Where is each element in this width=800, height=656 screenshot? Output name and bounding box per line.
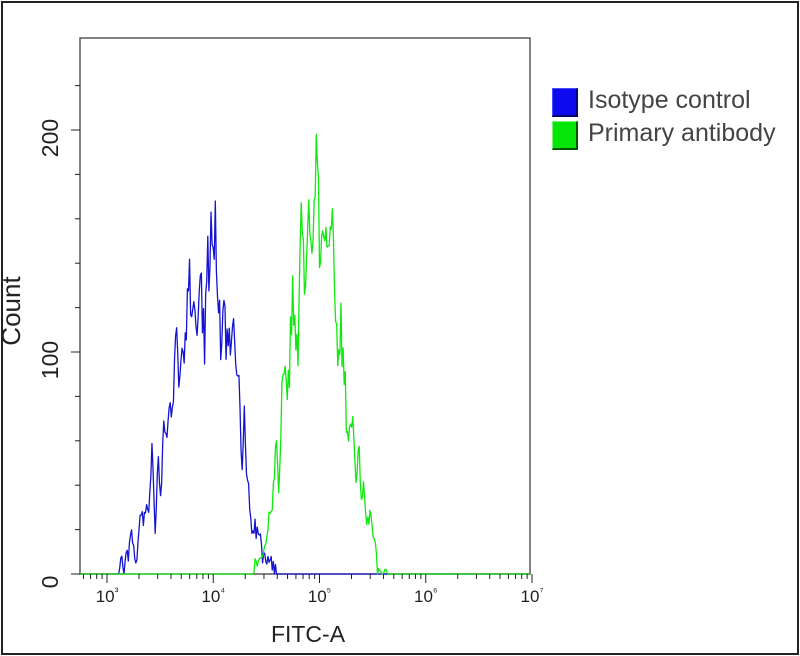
svg-text:Count: Count [0, 276, 26, 346]
svg-text:200: 200 [37, 119, 63, 157]
svg-text:10⁶: 10⁶ [414, 586, 437, 606]
svg-text:100: 100 [37, 341, 63, 379]
svg-text:10³: 10³ [96, 586, 119, 606]
svg-text:10⁴: 10⁴ [201, 586, 225, 606]
svg-text:0: 0 [37, 576, 63, 589]
svg-text:10⁷: 10⁷ [521, 586, 544, 606]
svg-text:FITC-A: FITC-A [271, 621, 346, 647]
svg-text:10⁵: 10⁵ [308, 586, 331, 606]
